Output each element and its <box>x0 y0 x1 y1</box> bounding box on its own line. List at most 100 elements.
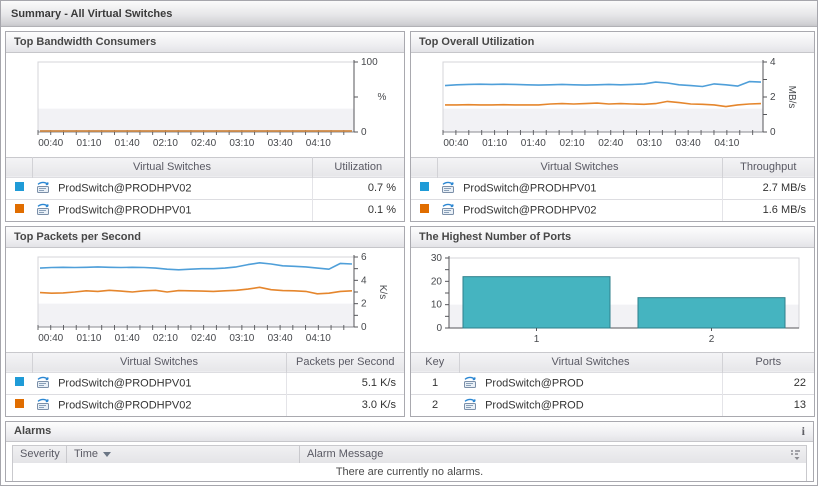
svg-text:00:40: 00:40 <box>443 138 468 149</box>
col-header-ports[interactable]: Ports <box>721 352 814 372</box>
table-row[interactable]: 2 ProdSwitch@PROD 13 <box>411 393 814 416</box>
table-row[interactable]: ProdSwitch@PRODHPV01 2.7 MB/s <box>411 176 814 199</box>
svg-text:0: 0 <box>436 323 442 334</box>
col-header-time[interactable]: Time <box>67 446 300 463</box>
col-header-switches[interactable]: Virtual Switches <box>436 157 722 177</box>
panel-title: Top Bandwidth Consumers <box>6 32 404 53</box>
alarms-title: Alarms <box>14 425 52 437</box>
svg-text:6: 6 <box>361 252 367 263</box>
svg-text:04:10: 04:10 <box>306 333 331 344</box>
metric-value: 0.1 % <box>311 198 404 221</box>
panel-title: Top Packets per Second <box>6 227 404 248</box>
alarms-empty-message: There are currently no alarms. <box>13 463 806 481</box>
svg-text:03:10: 03:10 <box>229 138 254 149</box>
svg-text:4: 4 <box>361 275 367 286</box>
panel-bandwidth-consumers: Top Bandwidth Consumers 00:40 01:10 01:40 0… <box>5 31 405 222</box>
series-swatch <box>419 182 429 191</box>
metric-value: 0.7 % <box>311 176 404 199</box>
svg-text:%: % <box>378 92 387 103</box>
col-header-alarm-message[interactable]: Alarm Message <box>307 448 384 460</box>
column-chooser-icon[interactable] <box>784 448 806 461</box>
svg-text:20: 20 <box>431 276 443 287</box>
col-header-key[interactable]: Key <box>411 352 459 372</box>
svg-text:01:40: 01:40 <box>521 138 546 149</box>
table-row[interactable]: 1 ProdSwitch@PROD 22 <box>411 371 814 394</box>
legend-col-header <box>6 157 32 177</box>
svg-text:0: 0 <box>361 322 367 333</box>
table-row[interactable]: ProdSwitch@PRODHPV02 3.0 K/s <box>6 393 404 416</box>
switch-name: ProdSwitch@PRODHPV02 <box>58 182 192 194</box>
svg-text:01:10: 01:10 <box>76 333 101 344</box>
svg-text:02:40: 02:40 <box>598 138 623 149</box>
switch-name: ProdSwitch@PRODHPV02 <box>463 204 597 217</box>
bandwidth-chart[interactable]: 00:40 01:10 01:40 02:10 02:40 03:10 03:40 04:10… <box>6 53 404 157</box>
row-key: 2 <box>411 393 459 416</box>
panel-alarms: Alarms i Severity Time Alarm Message The… <box>5 421 814 482</box>
svg-text:03:40: 03:40 <box>676 138 701 149</box>
switch-name: ProdSwitch@PRODHPV02 <box>58 399 192 412</box>
svg-text:4: 4 <box>770 57 776 68</box>
page-title: Summary - All Virtual Switches <box>1 1 817 27</box>
series-swatch <box>14 399 24 409</box>
svg-text:02:40: 02:40 <box>191 138 216 149</box>
col-header-severity[interactable]: Severity <box>13 446 67 463</box>
series-swatch <box>14 377 24 386</box>
virtual-switch-icon <box>442 203 454 215</box>
virtual-switch-icon <box>464 398 476 410</box>
panel-packets-per-second: Top Packets per Second 00:40 01:10 01:40 02… <box>5 226 405 417</box>
col-header-utilization[interactable]: Utilization <box>311 157 404 177</box>
utilization-table: Virtual Switches Throughput ProdSwitch@P… <box>411 156 814 221</box>
col-header-switches[interactable]: Virtual Switches <box>31 157 312 177</box>
svg-text:02:10: 02:10 <box>560 138 585 149</box>
series-swatch <box>14 204 24 214</box>
utilization-chart[interactable]: 00:40 01:10 01:40 02:10 02:40 03:10 03:40 04:10… <box>411 53 814 157</box>
virtual-switch-icon <box>37 398 49 410</box>
svg-text:0: 0 <box>770 127 776 138</box>
svg-text:03:10: 03:10 <box>637 138 662 149</box>
virtual-switch-icon <box>464 376 476 388</box>
svg-text:2: 2 <box>770 92 776 103</box>
svg-text:K/s: K/s <box>377 285 388 299</box>
table-row[interactable]: ProdSwitch@PRODHPV02 1.6 MB/s <box>411 198 814 221</box>
virtual-switch-icon <box>442 181 454 193</box>
packets-table: Virtual Switches Packets per Second Prod… <box>6 351 404 416</box>
info-icon[interactable]: i <box>801 424 805 438</box>
legend-col-header <box>6 352 32 372</box>
table-row[interactable]: ProdSwitch@PRODHPV01 5.1 K/s <box>6 371 404 394</box>
svg-text:30: 30 <box>431 253 443 264</box>
switch-name: ProdSwitch@PROD <box>485 399 584 412</box>
col-header-switches[interactable]: Virtual Switches <box>458 352 722 372</box>
svg-text:00:40: 00:40 <box>38 333 63 344</box>
virtual-switch-icon <box>37 181 49 193</box>
col-header-switches[interactable]: Virtual Switches <box>31 352 286 372</box>
virtual-switch-icon <box>37 203 49 215</box>
svg-text:02:10: 02:10 <box>153 138 178 149</box>
legend-col-header <box>411 157 437 177</box>
metric-value: 13 <box>721 393 814 416</box>
virtual-switch-icon <box>37 376 49 388</box>
svg-text:00:40: 00:40 <box>38 138 63 149</box>
svg-text:03:40: 03:40 <box>268 138 293 149</box>
packets-chart[interactable]: 00:40 01:10 01:40 02:10 02:40 03:10 03:40 04:10… <box>6 248 404 352</box>
panel-highest-ports: The Highest Number of Ports 0 10 20 30 1 2 Ke… <box>410 226 815 417</box>
switch-name: ProdSwitch@PRODHPV01 <box>58 377 192 389</box>
metric-value: 22 <box>721 371 814 394</box>
svg-text:01:10: 01:10 <box>76 138 101 149</box>
panel-title: Top Overall Utilization <box>411 32 814 53</box>
col-header-packets[interactable]: Packets per Second <box>285 352 404 372</box>
switch-name: ProdSwitch@PROD <box>485 377 584 389</box>
table-row[interactable]: ProdSwitch@PRODHPV02 0.7 % <box>6 176 404 199</box>
panels-grid: Top Bandwidth Consumers 00:40 01:10 01:40 0… <box>5 31 815 417</box>
svg-text:02:10: 02:10 <box>153 333 178 344</box>
svg-text:04:10: 04:10 <box>714 138 739 149</box>
alarms-table: Severity Time Alarm Message There are cu… <box>12 445 807 481</box>
svg-text:01:40: 01:40 <box>115 333 140 344</box>
series-swatch <box>14 182 24 191</box>
row-key: 1 <box>411 371 459 394</box>
svg-text:1: 1 <box>534 334 540 345</box>
ports-chart[interactable]: 0 10 20 30 1 2 <box>411 248 814 352</box>
table-row[interactable]: ProdSwitch@PRODHPV01 0.1 % <box>6 198 404 221</box>
col-header-throughput[interactable]: Throughput <box>721 157 814 177</box>
svg-text:2: 2 <box>361 299 367 310</box>
